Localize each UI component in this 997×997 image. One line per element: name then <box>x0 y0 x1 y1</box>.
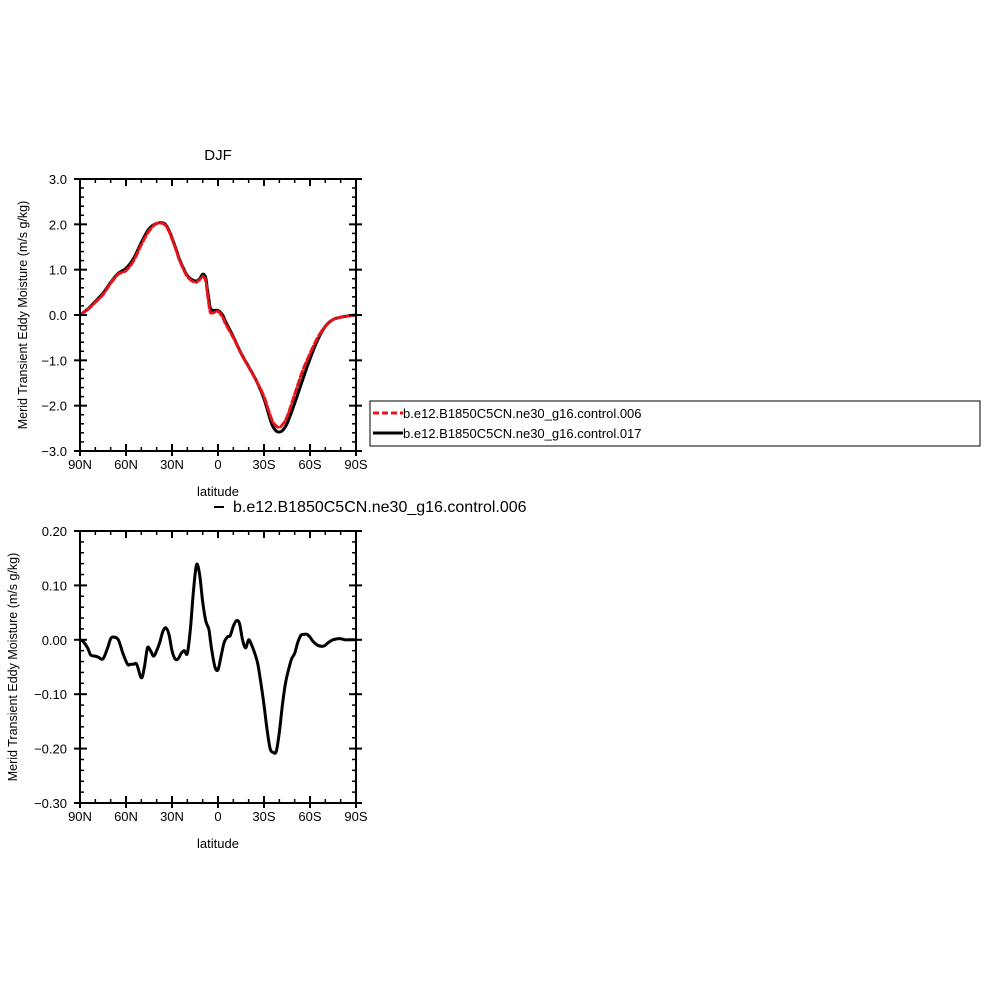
bottom-x-tick-label: 60N <box>114 809 138 824</box>
top-series-line-1 <box>78 221 358 430</box>
top-tick-layer: 90N 60N 30N 0 30S 60S 90S 3.0 2.0 1.0 0.0 −1.0 −2.0 −… <box>41 172 368 472</box>
bottom-y-tick-label: 0.10 <box>42 578 67 593</box>
top-y-tick-label: 2.0 <box>49 217 67 232</box>
legend-box <box>369 400 981 447</box>
bottom-y-tick-label: −0.10 <box>34 687 67 702</box>
top-x-tick-label: 30N <box>160 457 184 472</box>
top-series-line-2 <box>78 221 358 434</box>
legend-label-series-1: b.e12.B1850C5CN.ne30_g16.control.006 <box>403 406 642 421</box>
bottom-y-tick-label: −0.20 <box>34 742 67 757</box>
legend: b.e12.B1850C5CN.ne30_g16.control.006 b.e… <box>369 400 981 447</box>
top-panel-title: DJF <box>204 147 232 164</box>
bottom-x-tick-label: 60S <box>298 809 321 824</box>
bottom-panel-title: b.e12.B1850C5CN.ne30_g16.control.006 <box>233 499 527 516</box>
bottom-tick-layer: 90N 60N 30N 0 30S 60S 90S 0.20 0.10 0.00 −0.10 −0.2… <box>34 524 368 824</box>
bottom-x-tick-label: 90S <box>344 809 367 824</box>
bottom-series-line-1 <box>78 562 358 755</box>
bottom-y-tick-label: 0.20 <box>42 524 67 539</box>
top-y-tick-label: −1.0 <box>41 353 67 368</box>
bottom-x-tick-label: 0 <box>214 809 221 824</box>
top-y-tick-label: 0.0 <box>49 308 67 323</box>
top-y-tick-label: 1.0 <box>49 263 67 278</box>
top-y-tick-label: −3.0 <box>41 444 67 459</box>
top-series-layer <box>78 221 358 434</box>
top-x-tick-label: 60N <box>114 457 138 472</box>
bottom-y-tick-label: 0.00 <box>42 633 67 648</box>
top-plot-frame <box>79 178 357 452</box>
bottom-x-axis-label: latitude <box>197 836 239 851</box>
bottom-x-tick-label: 30S <box>252 809 275 824</box>
legend-label-series-2: b.e12.B1850C5CN.ne30_g16.control.017 <box>403 426 642 441</box>
top-y-tick-label: 3.0 <box>49 172 67 187</box>
bottom-y-axis-label: Merid Transient Eddy Moisture (m/s g/kg) <box>6 553 20 782</box>
top-x-tick-label: 60S <box>298 457 321 472</box>
top-x-axis-label: latitude <box>197 484 239 499</box>
bottom-x-tick-label: 90N <box>68 809 92 824</box>
bottom-x-tick-label: 30N <box>160 809 184 824</box>
top-panel: DJF 90N 60N 30N 0 30S 60S 90S 3.0 2.0 1.0 0.0 −1.0 −… <box>16 147 368 499</box>
bottom-panel: b.e12.B1850C5CN.ne30_g16.control.006 90N… <box>6 499 527 851</box>
top-x-tick-label: 0 <box>214 457 221 472</box>
top-x-tick-label: 90N <box>68 457 92 472</box>
top-y-tick-label: −2.0 <box>41 399 67 414</box>
top-y-axis-label: Merid Transient Eddy Moisture (m/s g/kg) <box>16 201 30 430</box>
top-x-tick-label: 30S <box>252 457 275 472</box>
bottom-series-layer <box>78 562 358 755</box>
top-x-tick-label: 90S <box>344 457 367 472</box>
bottom-y-tick-label: −0.30 <box>34 796 67 811</box>
